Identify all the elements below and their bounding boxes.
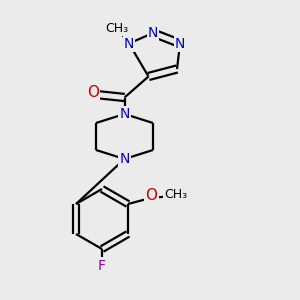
Text: N: N (124, 37, 134, 50)
Text: F: F (98, 259, 106, 272)
Text: N: N (175, 37, 185, 50)
Text: CH₃: CH₃ (164, 188, 188, 201)
Text: CH₃: CH₃ (105, 22, 129, 35)
Text: O: O (146, 188, 158, 203)
Text: N: N (148, 26, 158, 40)
Text: N: N (119, 152, 130, 166)
Text: N: N (119, 107, 130, 121)
Text: O: O (87, 85, 99, 100)
